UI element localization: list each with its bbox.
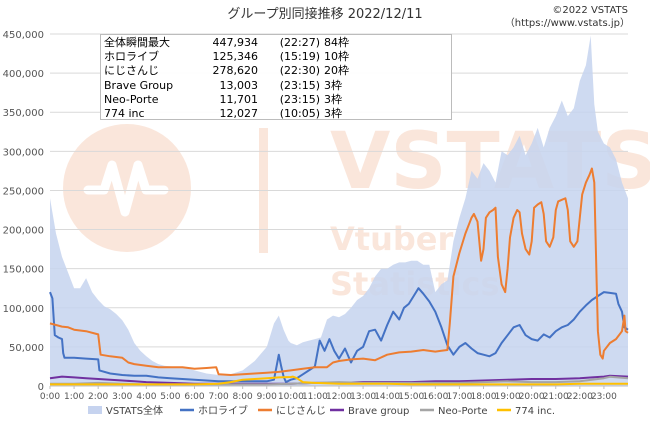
- x-tick-label: 21:00: [543, 392, 569, 402]
- watermark-logo-circle: [63, 124, 191, 252]
- stats-name: Brave Group: [104, 78, 174, 92]
- stats-name: 774 inc: [104, 107, 145, 121]
- y-tick-label: 250,000: [3, 186, 44, 197]
- legend-label: VSTATS全体: [106, 404, 163, 417]
- copyright-line1: ©2022 VSTATS: [552, 5, 628, 16]
- stats-value: 11,701: [219, 92, 259, 106]
- x-tick-label: 18:00: [471, 392, 497, 402]
- x-tick-label: 4:00: [136, 392, 156, 402]
- stats-name: ホロライブ: [104, 50, 159, 64]
- stats-count: 3枠: [324, 78, 342, 92]
- legend-label: 774 inc.: [515, 406, 555, 417]
- stats-row: 774 inc 12,027 (10:05) 3枠: [104, 107, 451, 121]
- stats-name: Neo-Porte: [104, 92, 159, 106]
- copyright-line2: （https://www.vstats.jp）: [505, 17, 630, 29]
- x-tick-label: 0:00: [40, 392, 60, 402]
- y-tick-label: 50,000: [9, 343, 44, 354]
- line-layer: [49, 167, 629, 386]
- stats-time: (23:15): [279, 78, 320, 92]
- x-tick-label: 10:00: [278, 392, 304, 402]
- stats-row: 全体瞬間最大 447,934 (22:27) 84枠: [104, 36, 451, 50]
- y-tick-label: 400,000: [3, 69, 44, 80]
- legend: VSTATS全体 ホロライブ にじさんじ Brave group Neo-Porte 77…: [88, 404, 555, 417]
- stats-count: 3枠: [324, 107, 342, 121]
- legend-label: Brave group: [348, 406, 409, 417]
- y-tick-label: 200,000: [3, 226, 44, 237]
- x-tick-label: 16:00: [422, 392, 448, 402]
- stats-row: にじさんじ 278,620 (22:30) 20枠: [104, 64, 451, 78]
- stats-value: 12,027: [219, 107, 259, 121]
- y-tick-label: 300,000: [3, 147, 44, 158]
- y-tick-label: 150,000: [3, 265, 44, 276]
- watermark-sub-text-1: Vtuber: [330, 220, 453, 258]
- stats-value: 13,003: [219, 78, 259, 92]
- stats-value: 125,346: [212, 50, 259, 64]
- stats-value: 278,620: [212, 64, 259, 78]
- x-tick-label: 13:00: [350, 392, 376, 402]
- x-tick-label: 20:00: [519, 392, 545, 402]
- x-tick-label: 6:00: [184, 392, 204, 402]
- y-tick-label: 450,000: [3, 30, 44, 41]
- area-layer: [50, 35, 628, 386]
- x-axis: 0:00 1:00 2:00 3:00 4:00 5:00 6:00 7:00 8:00 9:00…: [40, 385, 628, 402]
- y-axis: 0 50,000 100,000 150,000 200,000 250,000 300,0…: [3, 30, 44, 393]
- series-line: [49, 167, 629, 376]
- legend-label: ホロライブ: [198, 404, 248, 417]
- x-tick-label: 2:00: [88, 392, 108, 402]
- stats-time: (23:15): [279, 92, 320, 106]
- legend-label: にじさんじ: [276, 405, 326, 417]
- x-tick-label: 9:00: [257, 392, 277, 402]
- x-tick-label: 17:00: [446, 392, 472, 402]
- series-line: [50, 375, 628, 386]
- legend-label: Neo-Porte: [438, 406, 488, 417]
- x-tick-label: 15:00: [398, 392, 424, 402]
- stats-time: (22:27): [279, 36, 320, 49]
- stats-row: Neo-Porte 11,701 (23:15) 3枠: [104, 93, 451, 107]
- x-tick-label: 8:00: [233, 392, 253, 402]
- stats-row: Brave Group 13,003 (23:15) 3枠: [104, 79, 451, 93]
- chart-title: グループ別同接推移 2022/12/11: [227, 6, 422, 22]
- stats-count: 20枠: [324, 64, 349, 78]
- stats-time: (15:19): [279, 50, 320, 64]
- x-tick-label: 23:00: [591, 392, 617, 402]
- stats-count: 10枠: [324, 50, 349, 64]
- stats-time: (22:30): [279, 64, 320, 78]
- stats-name: にじさんじ: [104, 64, 159, 78]
- x-tick-label: 3:00: [112, 392, 132, 402]
- x-tick-label: 22:00: [567, 392, 593, 402]
- x-tick-label: 7:00: [208, 392, 228, 402]
- stats-row: ホロライブ 125,346 (15:19) 10枠: [104, 50, 451, 64]
- legend-swatch: [88, 406, 102, 414]
- x-tick-label: 5:00: [160, 392, 180, 402]
- series-line: [49, 287, 629, 384]
- stats-count: 84枠: [324, 36, 349, 49]
- x-tick-label: 11:00: [302, 392, 328, 402]
- y-tick-label: 100,000: [3, 304, 44, 315]
- series-area-vstats-total: [50, 35, 628, 386]
- x-tick-label: 14:00: [374, 392, 400, 402]
- y-tick-label: 0: [38, 382, 44, 393]
- stats-value: 447,934: [212, 36, 259, 49]
- stats-count: 3枠: [324, 92, 342, 106]
- stats-summary-box: 全体瞬間最大 447,934 (22:27) 84枠 ホロライブ 125,346…: [100, 34, 452, 120]
- stats-time: (10:05): [279, 107, 320, 121]
- y-tick-label: 350,000: [3, 108, 44, 119]
- stats-name: 全体瞬間最大: [104, 36, 170, 49]
- x-tick-label: 1:00: [64, 392, 84, 402]
- x-tick-label: 12:00: [326, 392, 352, 402]
- x-tick-label: 19:00: [495, 392, 521, 402]
